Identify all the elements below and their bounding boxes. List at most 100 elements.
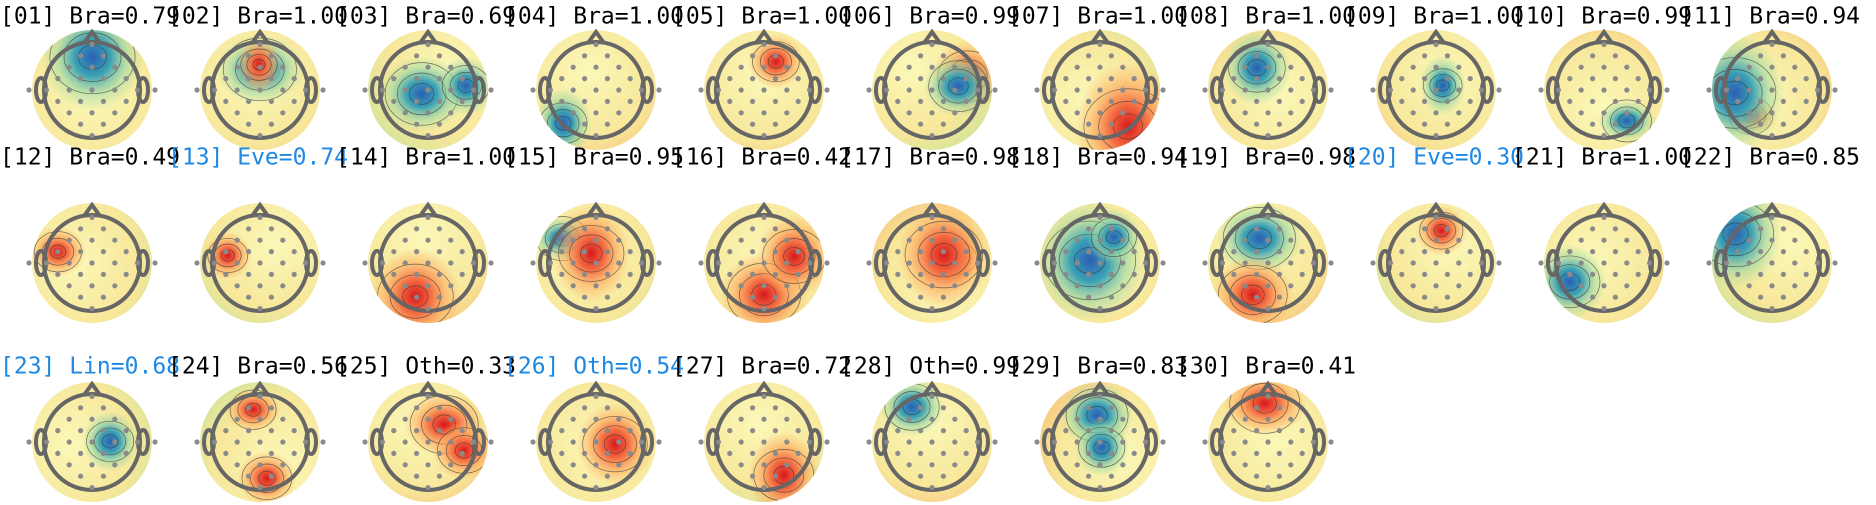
electrode bbox=[1370, 87, 1376, 93]
electrode bbox=[963, 98, 969, 104]
electrode bbox=[448, 439, 454, 445]
electrode bbox=[1265, 462, 1271, 468]
electrode bbox=[866, 87, 872, 93]
electrode bbox=[379, 439, 385, 445]
electrode bbox=[89, 283, 95, 289]
electrode bbox=[1265, 237, 1271, 243]
electrode bbox=[362, 439, 368, 445]
electrode bbox=[582, 76, 588, 82]
electrode bbox=[738, 439, 744, 445]
electrode bbox=[975, 260, 981, 266]
electrode bbox=[1311, 260, 1317, 266]
electrode bbox=[436, 249, 442, 255]
component-title: [10] Bra=0.99 bbox=[1512, 4, 1692, 30]
electrode bbox=[582, 98, 588, 104]
electrode bbox=[425, 41, 431, 48]
electrode bbox=[1299, 450, 1305, 456]
topoplot bbox=[1706, 28, 1838, 150]
electrode bbox=[1758, 226, 1764, 232]
electrode bbox=[772, 249, 779, 255]
electrode bbox=[1242, 87, 1248, 93]
electrode bbox=[1086, 226, 1092, 232]
electrode bbox=[992, 87, 998, 93]
electrode bbox=[1758, 98, 1764, 104]
electrode bbox=[1051, 439, 1057, 445]
electrode bbox=[1265, 306, 1271, 312]
electrode bbox=[100, 98, 106, 104]
topoplot bbox=[1202, 28, 1334, 150]
electrode bbox=[784, 110, 790, 116]
electrode bbox=[1780, 98, 1786, 104]
electrode bbox=[1086, 98, 1092, 104]
electrode bbox=[940, 226, 947, 232]
electrode bbox=[1288, 237, 1294, 243]
electrode bbox=[1097, 485, 1103, 491]
electrode bbox=[1254, 271, 1260, 277]
electrode bbox=[918, 121, 924, 127]
electrode bbox=[750, 428, 756, 434]
electrode bbox=[1143, 87, 1149, 93]
electrode bbox=[1108, 450, 1114, 456]
electrode bbox=[639, 439, 645, 445]
electrode bbox=[593, 439, 599, 445]
electrode bbox=[761, 87, 767, 93]
contour-line bbox=[1105, 230, 1122, 244]
electrode bbox=[824, 260, 830, 266]
electrode bbox=[223, 450, 229, 456]
electrode bbox=[66, 462, 72, 468]
electrode bbox=[471, 87, 477, 93]
contour-line bbox=[930, 243, 958, 266]
electrode bbox=[1074, 416, 1080, 422]
electrode bbox=[772, 473, 779, 479]
electrode bbox=[1433, 87, 1439, 93]
electrode bbox=[559, 98, 565, 104]
electrode bbox=[303, 439, 309, 445]
electrode bbox=[1433, 41, 1439, 48]
electrode bbox=[100, 249, 106, 255]
electrode bbox=[570, 439, 576, 445]
electrode bbox=[883, 439, 890, 445]
electrode bbox=[727, 428, 733, 434]
electrode bbox=[1276, 249, 1282, 255]
nose bbox=[250, 380, 270, 397]
contour-line bbox=[1246, 227, 1272, 250]
component-title: [29] Bra=0.83 bbox=[1008, 354, 1188, 380]
activation-blob bbox=[237, 451, 297, 502]
electrode bbox=[593, 393, 599, 399]
electrode bbox=[1108, 98, 1114, 104]
electrode bbox=[1265, 110, 1271, 116]
electrode bbox=[1097, 260, 1103, 266]
electrode bbox=[761, 214, 767, 220]
electrode bbox=[738, 283, 744, 289]
electrode bbox=[559, 271, 565, 277]
electrode bbox=[246, 53, 252, 59]
electrode bbox=[795, 271, 801, 277]
electrode bbox=[78, 428, 84, 434]
component-title: [08] Bra=1.00 bbox=[1176, 4, 1356, 30]
electrode bbox=[940, 450, 947, 456]
electrode bbox=[784, 283, 790, 289]
electrode bbox=[320, 439, 326, 445]
electrode bbox=[784, 64, 790, 70]
electrode bbox=[1832, 87, 1838, 93]
electrode bbox=[268, 271, 274, 277]
electrode bbox=[940, 405, 947, 411]
electrode bbox=[593, 416, 599, 422]
electrode bbox=[1108, 226, 1114, 232]
electrode bbox=[772, 405, 779, 411]
electrode bbox=[772, 271, 779, 277]
electrode bbox=[257, 462, 263, 468]
electrode bbox=[1108, 121, 1114, 127]
electrode bbox=[1143, 439, 1149, 445]
electrode bbox=[1160, 87, 1166, 93]
electrode bbox=[824, 439, 830, 445]
electrode bbox=[414, 249, 420, 255]
contour-line bbox=[593, 425, 637, 463]
electrode bbox=[738, 110, 744, 116]
electrode bbox=[795, 428, 801, 434]
electrode bbox=[627, 271, 633, 277]
electrode bbox=[895, 271, 901, 277]
electrode bbox=[26, 439, 32, 445]
electrode bbox=[402, 462, 408, 468]
electrode bbox=[1097, 283, 1103, 289]
